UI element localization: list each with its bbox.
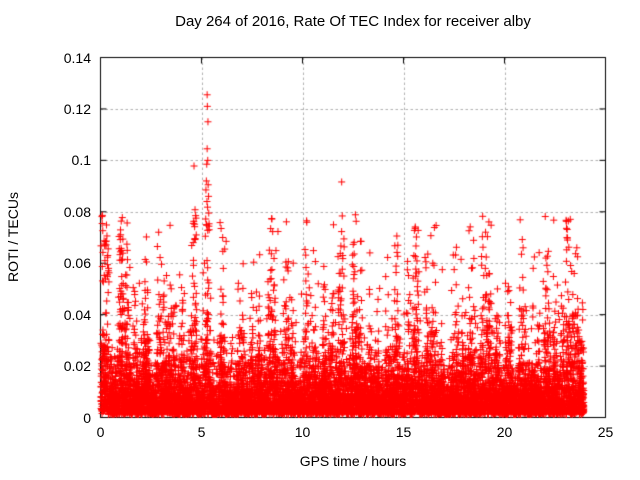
- x-tick-label: 10: [294, 424, 311, 440]
- x-tick-label: 0: [96, 424, 105, 440]
- y-tick-label: 0: [83, 409, 91, 426]
- chart-title: Day 264 of 2016, Rate Of TEC Index for r…: [175, 13, 531, 30]
- x-tick-label: 5: [197, 424, 206, 440]
- x-tick-label: 25: [597, 424, 614, 440]
- y-tick-label: 0.04: [63, 306, 91, 323]
- y-axis-label: ROTI / TECUs: [5, 192, 21, 282]
- y-tick-label: 0.02: [63, 358, 91, 375]
- x-tick-label: 20: [496, 424, 513, 440]
- x-axis-label: GPS time / hours: [299, 453, 407, 469]
- y-tick-label: 0.14: [63, 49, 91, 66]
- y-tick-label: 0.08: [63, 203, 91, 220]
- y-tick-label: 0.1: [71, 152, 91, 169]
- x-tick-label: 15: [395, 424, 412, 440]
- y-tick-label: 0.06: [63, 255, 91, 272]
- y-tick-label: 0.12: [63, 100, 91, 117]
